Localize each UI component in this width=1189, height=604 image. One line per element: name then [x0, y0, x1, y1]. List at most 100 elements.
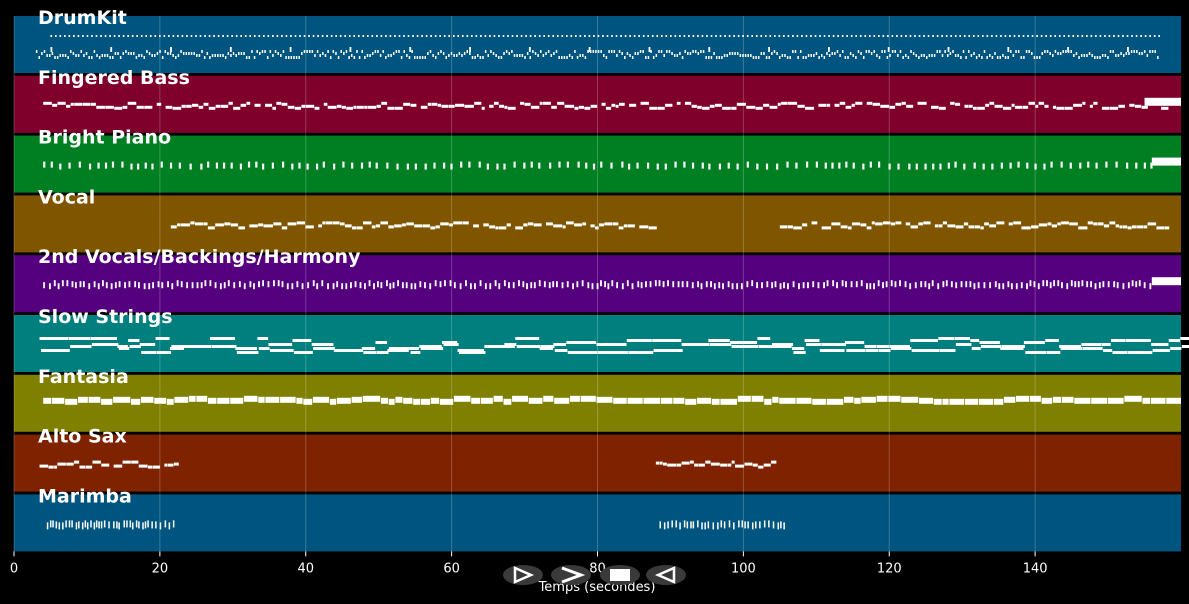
note [1052, 105, 1057, 109]
note [1143, 282, 1146, 289]
note [792, 50, 794, 53]
note [1086, 35, 1088, 37]
note [1082, 101, 1086, 105]
note [236, 351, 259, 354]
note [760, 52, 763, 55]
note [159, 522, 162, 530]
note [681, 281, 684, 288]
note [731, 460, 735, 464]
note [214, 54, 216, 57]
note [1037, 283, 1040, 290]
note [245, 56, 248, 59]
note [430, 397, 440, 404]
note [1102, 281, 1105, 288]
play-icon [513, 566, 535, 584]
rewind-button[interactable] [646, 565, 686, 585]
note [894, 50, 897, 53]
track-notes [35, 35, 1160, 59]
note [485, 345, 504, 348]
note [409, 47, 412, 52]
note [888, 163, 891, 170]
note [298, 56, 300, 59]
note [396, 163, 399, 170]
note [826, 280, 829, 287]
note [85, 52, 88, 55]
note [434, 280, 437, 287]
note [484, 283, 487, 290]
note [882, 282, 884, 289]
note [503, 280, 506, 287]
note [127, 101, 137, 105]
note [773, 50, 776, 53]
note [1023, 56, 1025, 59]
note [576, 56, 579, 59]
note [1079, 162, 1082, 169]
fast-forward-button[interactable] [551, 565, 591, 585]
note [269, 349, 294, 352]
note [1004, 35, 1007, 37]
note [1109, 106, 1119, 110]
note [950, 35, 952, 37]
note [342, 161, 345, 168]
note [761, 282, 763, 289]
stop-button[interactable] [600, 565, 640, 585]
note [493, 395, 503, 402]
note [579, 35, 582, 37]
note [789, 56, 791, 59]
note [154, 397, 167, 404]
note [307, 282, 310, 289]
note [360, 162, 364, 169]
note [1007, 47, 1010, 52]
note [322, 221, 326, 225]
note [669, 35, 672, 37]
note [253, 283, 255, 290]
note [689, 52, 692, 55]
note [333, 163, 336, 170]
note [950, 101, 955, 105]
note [769, 35, 772, 37]
note [395, 106, 403, 110]
note [364, 105, 368, 109]
note [646, 162, 650, 169]
note [1127, 351, 1153, 354]
note [640, 101, 649, 105]
note [620, 35, 622, 37]
note [350, 54, 353, 57]
note [57, 283, 60, 290]
note [1090, 35, 1093, 37]
note [686, 521, 689, 529]
note [513, 161, 516, 168]
note [172, 54, 174, 57]
note [1129, 103, 1135, 107]
note [549, 162, 552, 169]
play-button[interactable] [503, 565, 543, 585]
note [989, 101, 995, 105]
note [909, 283, 912, 290]
note [1009, 35, 1011, 37]
note [868, 50, 870, 53]
note [312, 35, 315, 37]
note [899, 50, 902, 53]
note [329, 56, 332, 59]
note [674, 35, 677, 37]
note [755, 35, 758, 37]
note [977, 106, 985, 110]
note [433, 162, 436, 169]
note [90, 337, 117, 340]
note [1044, 50, 1046, 53]
note [80, 50, 83, 53]
note [295, 56, 298, 59]
note [191, 282, 194, 289]
note [770, 345, 792, 348]
note [871, 221, 875, 225]
note [1061, 282, 1063, 289]
track-notes [170, 221, 1170, 230]
note [564, 104, 575, 108]
note [167, 463, 174, 467]
note [59, 163, 62, 170]
note [558, 161, 561, 168]
note [243, 52, 245, 55]
note [596, 396, 613, 403]
note [105, 105, 114, 109]
note [352, 226, 357, 230]
